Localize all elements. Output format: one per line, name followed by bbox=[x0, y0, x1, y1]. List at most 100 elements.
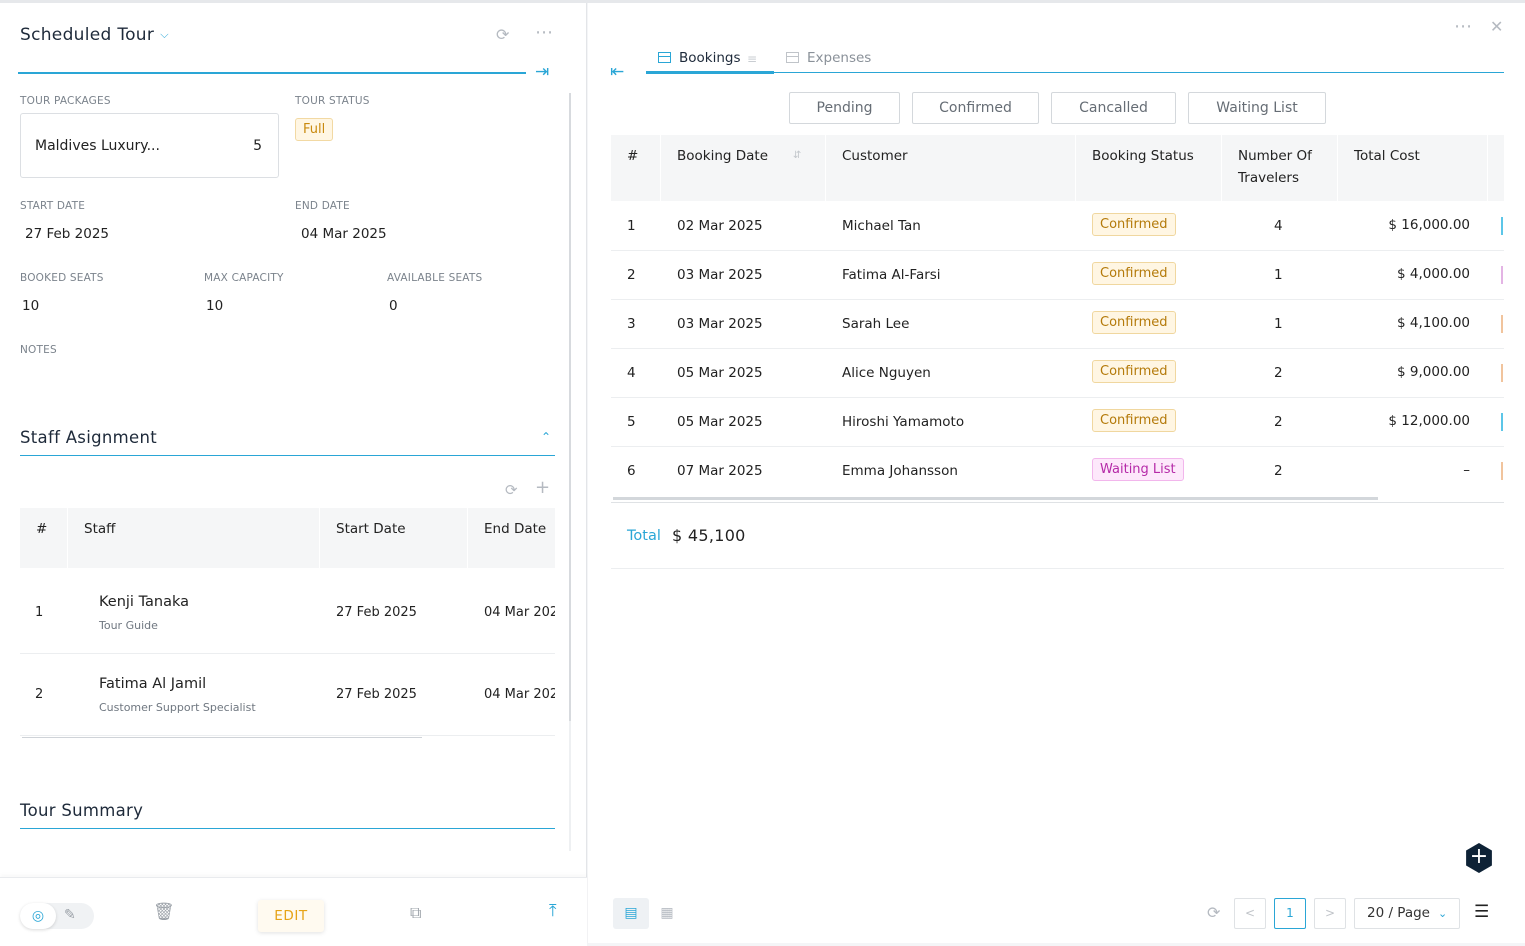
booking-travelers: 1 bbox=[1274, 316, 1283, 332]
filter-cancelled-button[interactable]: Cancalled bbox=[1051, 92, 1176, 124]
table-row[interactable]: 4 05 Mar 2025 Alice Nguyen Confirmed 2 $… bbox=[611, 349, 1504, 398]
title-underline bbox=[18, 72, 526, 74]
refresh-icon[interactable]: ⟳ bbox=[1207, 903, 1221, 922]
sort-icon[interactable]: ⇵ bbox=[793, 150, 802, 161]
mode-toggle[interactable]: ◎ ✎ bbox=[20, 903, 94, 929]
top-border bbox=[0, 0, 1525, 3]
close-icon[interactable]: ✕ bbox=[1490, 17, 1504, 36]
table-icon bbox=[658, 52, 671, 63]
active-tab-indicator bbox=[646, 71, 774, 74]
table-row[interactable]: 1 02 Mar 2025 Michael Tan Confirmed 4 $ … bbox=[611, 202, 1504, 251]
booking-num: 6 bbox=[627, 463, 636, 479]
booking-travelers: 1 bbox=[1274, 267, 1283, 283]
row-color-marker bbox=[1501, 217, 1503, 235]
page-size-value: 20 / Page bbox=[1367, 905, 1430, 921]
table-row[interactable]: 3 03 Mar 2025 Sarah Lee Confirmed 1 $ 4,… bbox=[611, 300, 1504, 349]
booking-travelers: 2 bbox=[1274, 463, 1283, 479]
booking-cost: – bbox=[1463, 462, 1470, 478]
tab-expenses[interactable]: Expenses bbox=[786, 50, 871, 66]
next-page-icon[interactable]: > bbox=[1314, 898, 1346, 929]
vertical-scrollbar-track bbox=[569, 721, 571, 851]
page-number-button[interactable]: 1 bbox=[1274, 898, 1306, 929]
booked-seats-value: 10 bbox=[22, 298, 40, 314]
table-view-icon[interactable]: ▤ bbox=[613, 898, 649, 929]
horizontal-scrollbar[interactable] bbox=[22, 737, 422, 738]
collapse-right-icon[interactable]: ⇥ bbox=[535, 62, 550, 82]
booked-seats-label: BOOKED SEATS bbox=[20, 272, 104, 284]
horizontal-scrollbar[interactable] bbox=[613, 497, 1378, 500]
tab-list-icon: ≡ bbox=[747, 52, 758, 66]
start-date-label: START DATE bbox=[20, 200, 86, 212]
booking-travelers: 4 bbox=[1274, 218, 1283, 234]
settings-sliders-icon[interactable]: ☰ bbox=[1474, 902, 1490, 922]
end-date-value: 04 Mar 2025 bbox=[301, 226, 387, 242]
table-row[interactable]: 2 Fatima Al Jamil Customer Support Speci… bbox=[20, 654, 555, 736]
add-record-button[interactable]: + bbox=[1466, 843, 1492, 873]
table-row[interactable]: 1 Kenji Tanaka Tour Guide 27 Feb 2025 04… bbox=[20, 572, 555, 654]
row-color-marker bbox=[1501, 315, 1503, 333]
more-icon[interactable]: ⋯ bbox=[1454, 16, 1472, 37]
row-color-marker bbox=[1501, 364, 1503, 382]
staff-start: 27 Feb 2025 bbox=[336, 605, 417, 620]
tour-status-badge: Full bbox=[295, 118, 334, 141]
col-num: # bbox=[611, 135, 661, 201]
col-customer: Customer bbox=[826, 135, 1076, 201]
col-total-cost: Total Cost bbox=[1338, 135, 1488, 201]
chevron-down-icon: ⌵ bbox=[160, 28, 169, 41]
booking-customer: Emma Johansson bbox=[842, 463, 958, 479]
staff-section-title: Staff Asignment bbox=[20, 428, 157, 447]
table-icon bbox=[786, 52, 799, 63]
add-icon[interactable]: + bbox=[535, 477, 551, 498]
col-booking-status: Booking Status bbox=[1076, 135, 1222, 201]
end-date-label: END DATE bbox=[295, 200, 350, 212]
status-badge: Confirmed bbox=[1092, 409, 1176, 432]
chevron-up-icon[interactable]: ⌃ bbox=[541, 430, 552, 444]
col-number-of-travelers: Number Of Travelers bbox=[1222, 135, 1338, 201]
total-label: Total bbox=[627, 528, 661, 544]
staff-table: # Staff Start Date End Date 1 Kenji Tana… bbox=[20, 508, 555, 738]
booking-num: 2 bbox=[627, 267, 636, 283]
booking-cost: $ 9,000.00 bbox=[1397, 364, 1470, 380]
more-icon[interactable]: ⋯ bbox=[535, 22, 554, 43]
edit-icon[interactable]: ✎ bbox=[64, 907, 76, 923]
booking-customer: Alice Nguyen bbox=[842, 365, 931, 381]
filter-pending-button[interactable]: Pending bbox=[789, 92, 900, 124]
tour-package-name: Maldives Luxury... bbox=[35, 138, 160, 154]
eye-icon[interactable]: ◎ bbox=[20, 903, 56, 929]
col-booking-date-label: Booking Date bbox=[677, 148, 769, 164]
tour-package-count: 5 bbox=[253, 138, 262, 154]
tour-package-field[interactable]: Maldives Luxury... 5 bbox=[20, 113, 279, 178]
grid-view-icon[interactable]: ▦ bbox=[660, 905, 674, 921]
refresh-icon[interactable]: ⟳ bbox=[496, 25, 510, 44]
record-type-dropdown[interactable]: Scheduled Tour ⌵ bbox=[20, 25, 169, 45]
booking-cost: $ 4,000.00 bbox=[1397, 266, 1470, 282]
tab-bar-underline bbox=[646, 72, 1504, 73]
scroll-top-icon[interactable]: ⤒ bbox=[549, 901, 557, 921]
tour-status-label: TOUR STATUS bbox=[295, 95, 370, 107]
tab-bookings[interactable]: Bookings bbox=[658, 50, 741, 66]
staff-end: 04 Mar 2025 bbox=[484, 687, 555, 702]
booking-num: 1 bbox=[627, 218, 636, 234]
notes-label: NOTES bbox=[20, 344, 57, 356]
delete-icon[interactable]: 🗑 bbox=[153, 902, 175, 922]
col-booking-date[interactable]: Booking Date ⇵ bbox=[661, 135, 826, 201]
filter-waiting-list-button[interactable]: Waiting List bbox=[1188, 92, 1326, 124]
staff-role: Tour Guide bbox=[99, 619, 158, 632]
page-size-select[interactable]: 20 / Page ⌄ bbox=[1354, 898, 1460, 929]
prev-page-icon[interactable]: < bbox=[1234, 898, 1266, 929]
bookings-table-header: # Booking Date ⇵ Customer Booking Status… bbox=[611, 135, 1504, 201]
status-badge: Confirmed bbox=[1092, 213, 1176, 236]
row-color-marker bbox=[1501, 413, 1503, 431]
filter-confirmed-button[interactable]: Confirmed bbox=[912, 92, 1039, 124]
refresh-icon[interactable]: ⟳ bbox=[505, 481, 518, 499]
copy-icon[interactable]: ⧉ bbox=[410, 903, 422, 922]
collapse-left-icon[interactable]: ⇤ bbox=[610, 62, 625, 82]
staff-col-num: # bbox=[20, 508, 68, 568]
table-row[interactable]: 6 07 Mar 2025 Emma Johansson Waiting Lis… bbox=[611, 447, 1504, 496]
vertical-scrollbar[interactable] bbox=[569, 93, 571, 721]
staff-name: Fatima Al Jamil bbox=[99, 676, 207, 692]
edit-button[interactable]: EDIT bbox=[258, 900, 324, 932]
table-row[interactable]: 2 03 Mar 2025 Fatima Al-Farsi Confirmed … bbox=[611, 251, 1504, 300]
total-value: $ 45,100 bbox=[672, 526, 746, 545]
table-row[interactable]: 5 05 Mar 2025 Hiroshi Yamamoto Confirmed… bbox=[611, 398, 1504, 447]
